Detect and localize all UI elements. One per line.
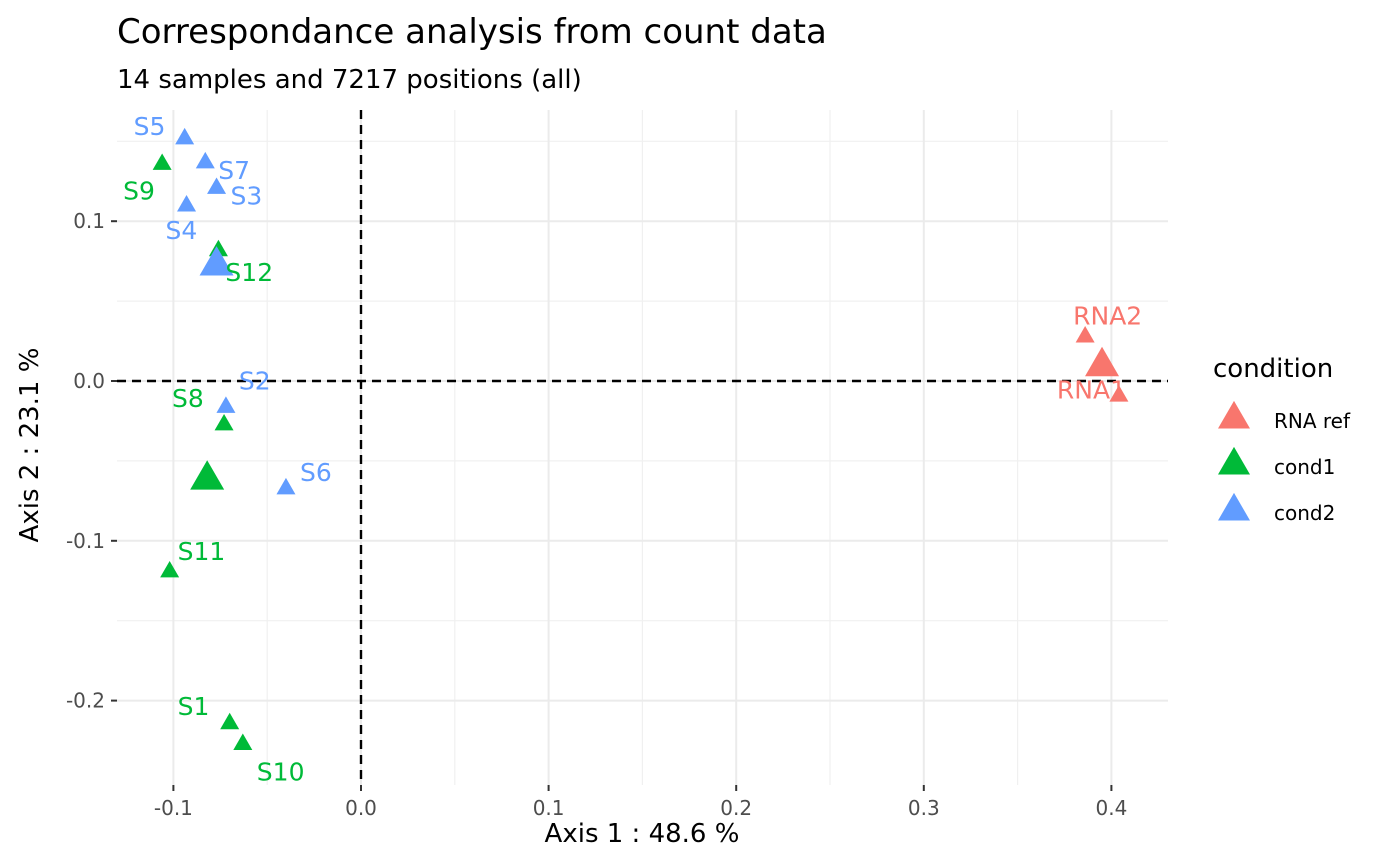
point-RNA1	[1109, 385, 1129, 402]
label-S12: S12	[225, 258, 273, 287]
legend-title: condition	[1213, 354, 1333, 384]
point-S2	[216, 396, 236, 413]
label-S8: S8	[172, 384, 204, 413]
point-S7	[195, 151, 215, 169]
y-tick-label: 0.1	[73, 209, 105, 233]
x-tick-label: 0.1	[533, 796, 565, 820]
legend-key-cond1	[1218, 446, 1250, 475]
label-S1: S1	[178, 692, 210, 721]
label-S4: S4	[166, 216, 198, 245]
label-S11: S11	[178, 537, 226, 566]
label-S6: S6	[300, 458, 332, 487]
label-S5: S5	[134, 112, 166, 141]
point-S1	[220, 712, 240, 730]
centroid-RNA-ref	[1085, 346, 1120, 377]
label-RNA2: RNA2	[1073, 301, 1142, 330]
y-axis-title: Axis 2 : 23.1 %	[15, 348, 45, 543]
legend-label-RNA-ref: RNA ref	[1274, 409, 1351, 433]
point-S8	[214, 413, 234, 431]
legend-label-cond2: cond2	[1274, 501, 1335, 525]
x-axis-ticks: -0.1 0.0 0.1 0.2 0.3 0.4	[154, 785, 1127, 820]
chart-subtitle: 14 samples and 7217 positions (all)	[117, 65, 582, 95]
points-layer	[152, 127, 1129, 750]
legend: condition RNA ref cond1 cond2	[1213, 354, 1351, 525]
chart-title: Correspondance analysis from count data	[117, 12, 827, 52]
y-axis-ticks: -0.2 -0.1 0.0 0.1	[66, 209, 117, 713]
legend-key-cond2	[1218, 492, 1250, 521]
label-S10: S10	[257, 758, 305, 787]
x-tick-label: 0.4	[1095, 796, 1127, 820]
point-S6	[276, 477, 296, 495]
legend-key-RNA-ref	[1218, 400, 1250, 429]
x-tick-label: -0.1	[154, 796, 193, 820]
point-RNA2	[1075, 326, 1095, 343]
label-S7: S7	[218, 156, 250, 185]
y-tick-label: -0.2	[66, 689, 105, 713]
point-S9	[152, 153, 172, 170]
point-S3	[207, 177, 227, 194]
x-tick-label: 0.2	[720, 796, 752, 820]
reference-lines	[117, 110, 1168, 785]
x-tick-label: 0.0	[345, 796, 377, 820]
x-tick-label: 0.3	[908, 796, 940, 820]
point-labels-layer: RNA2 RNA1 S1 S8 S9 S10 S11 S12 S2 S3 S4 S5 S6 S7	[123, 112, 1142, 787]
point-S10	[233, 733, 253, 750]
point-S5	[175, 127, 195, 145]
label-S9: S9	[123, 177, 155, 206]
y-tick-label: -0.1	[66, 529, 105, 553]
point-S11	[160, 560, 180, 578]
label-S3: S3	[231, 182, 263, 211]
centroid-cond1	[190, 460, 225, 490]
label-RNA1: RNA1	[1057, 375, 1126, 404]
grid-minor	[117, 110, 1168, 785]
point-S4	[177, 195, 197, 212]
y-tick-label: 0.0	[73, 369, 105, 393]
centroid-cond2	[199, 246, 234, 276]
legend-label-cond1: cond1	[1274, 455, 1335, 479]
x-axis-title: Axis 1 : 48.6 %	[545, 819, 740, 849]
label-S2: S2	[239, 367, 271, 396]
